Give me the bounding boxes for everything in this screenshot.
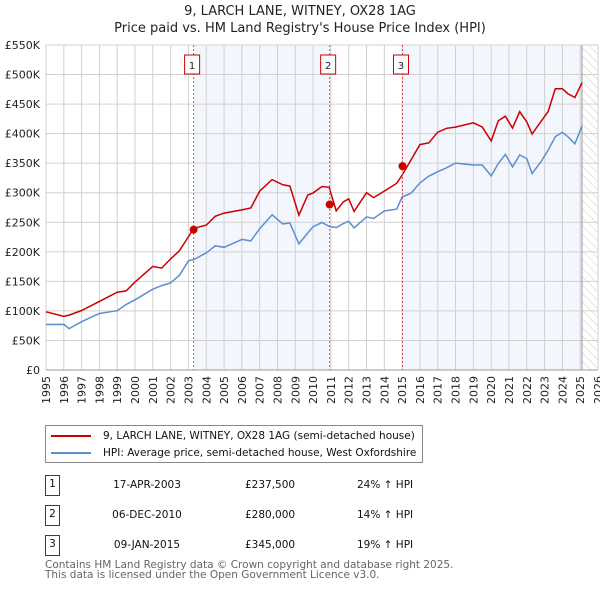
x-tick-label: 2026 [592,376,600,404]
sale-marker-box [320,54,337,75]
x-tick-label: 2006 [236,376,249,404]
x-tick-label: 2020 [485,376,498,404]
legend-price-label: 9, LARCH LANE, WITNEY, OX28 1AG (semi-de… [103,430,415,442]
legend-hpi-line [51,452,91,454]
sale-point [189,225,198,234]
y-tick-label: £250K [5,216,41,229]
sale-marker-label: 1 [189,61,195,72]
x-tick-label: 2016 [414,376,427,404]
x-tick-label: 2005 [218,376,231,404]
sale-price: £280,000 [245,509,296,521]
y-tick-label: £400K [5,128,41,141]
x-tick-label: 2019 [467,376,480,404]
sale-hpi-diff: 19% ↑ HPI [357,539,414,551]
x-tick-label: 2024 [556,376,569,404]
x-tick-label: 2003 [182,376,195,404]
sale-marker-label: 1 [45,475,60,496]
price-line [45,82,583,318]
legend-hpi-label: HPI: Average price, semi-detached house,… [103,447,417,459]
x-tick-label: 2002 [165,376,178,404]
x-tick-label: 2000 [129,376,142,404]
shade-period-1 [193,45,330,370]
y-tick-label: £150K [5,275,41,288]
sale-row: 2 06-DEC-2010 £280,000 14% ↑ HPI [45,505,465,526]
sale-marker-label: 3 [398,61,404,72]
x-tick-label: 2025 [574,376,587,404]
sale-point [325,200,334,209]
sale-marker-label: 3 [45,535,60,556]
x-tick-label: 2012 [343,376,356,404]
sale-price: £237,500 [245,479,296,491]
footer-line-1: Contains HM Land Registry data © Crown c… [45,559,454,571]
x-tick-label: 2021 [503,376,516,404]
sale-date: 17-APR-2003 [113,479,181,491]
footer-line-2: This data is licensed under the Open Gov… [45,569,380,581]
x-tick-label: 2010 [307,376,320,404]
x-tick-label: 2004 [200,376,213,404]
x-tick-label: 2008 [271,376,284,404]
x-tick-label: 2013 [361,376,374,404]
chart-subtitle: Price paid vs. HM Land Registry's House … [114,21,486,36]
y-tick-label: £50K [12,334,41,347]
x-tick-label: 1999 [111,376,124,404]
y-tick-label: £550K [5,39,41,52]
x-tick-label: 2007 [254,376,267,404]
sale-price: £345,000 [245,539,296,551]
sale-marker-box [184,54,201,75]
sale-marker-box [392,54,409,75]
y-tick-label: £350K [5,157,41,170]
legend: 9, LARCH LANE, WITNEY, OX28 1AG (semi-de… [45,425,423,463]
sale-row: 3 09-JAN-2015 £345,000 19% ↑ HPI [45,535,465,556]
sale-date: 09-JAN-2015 [113,539,181,551]
plot-area: 1995 1996 1997 1998 1999 2000 2001 2002 2003 2004… [5,39,600,404]
x-tick-label: 2015 [396,376,409,404]
legend-price-line [51,435,91,437]
x-tick-label: 2022 [521,376,534,404]
x-tick-label: 2023 [539,376,552,404]
footer: Contains HM Land Registry data © Crown c… [45,559,454,581]
sale-hpi-diff: 24% ↑ HPI [357,479,414,491]
sale-point [398,162,407,171]
sale-hpi-diff: 14% ↑ HPI [357,509,414,521]
x-tick-label: 2018 [450,376,463,404]
x-tick-label: 1998 [93,376,106,404]
sale-marker-label: 2 [45,505,60,526]
x-tick-label: 2009 [289,376,302,404]
x-tick-label: 1997 [76,376,89,404]
future-hatch [581,45,598,370]
y-tick-label: £500K [5,69,41,82]
y-tick-label: £450K [5,98,41,111]
sale-row: 1 17-APR-2003 £237,500 24% ↑ HPI [45,475,465,496]
y-tick-label: £0 [26,364,40,377]
x-tick-label: 2017 [432,376,445,404]
y-tick-label: £300K [5,187,41,200]
hpi-line [45,125,583,330]
sale-date: 06-DEC-2010 [112,509,182,521]
x-tick-label: 1996 [58,376,71,404]
y-tick-label: £200K [5,246,41,259]
sale-marker-label: 2 [325,61,331,72]
x-tick-label: 2011 [325,376,338,404]
y-tick-label: £100K [5,305,41,318]
x-tick-label: 2001 [147,376,160,404]
shade-period-3 [402,45,582,370]
x-tick-label: 1995 [40,376,53,404]
x-tick-label: 2014 [378,376,391,404]
chart-title: 9, LARCH LANE, WITNEY, OX28 1AG [184,4,416,19]
